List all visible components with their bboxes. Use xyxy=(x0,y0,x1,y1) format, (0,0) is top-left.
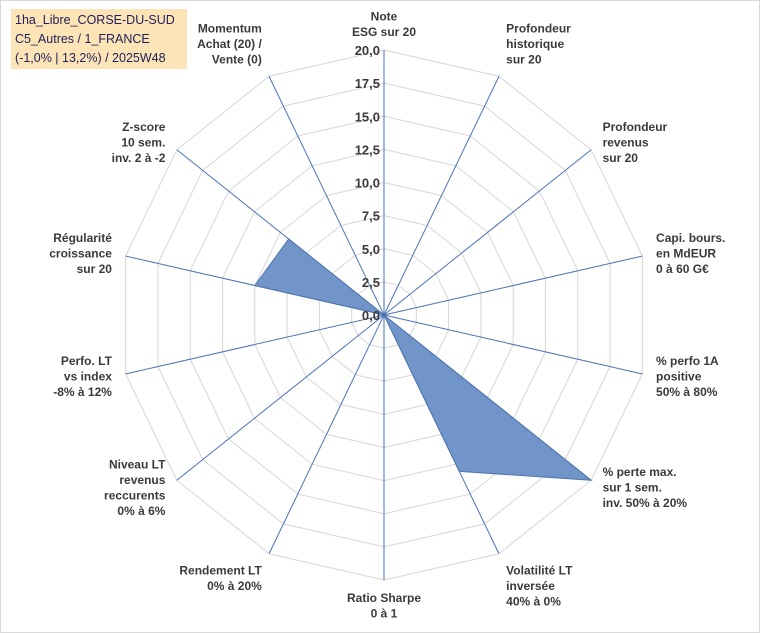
axis-label-line: historique xyxy=(506,37,564,51)
axis-label-line: Momentum xyxy=(198,21,262,35)
axis-label-line: % perte max. xyxy=(603,465,677,479)
tick-label: 10,0 xyxy=(355,176,380,191)
axis-label: Capi. bours. en MdEUR 0 à 60 G€ xyxy=(656,231,725,276)
axis-label-line: sur 20 xyxy=(603,151,639,165)
axis-label: % perfo 1A positive 50% à 80% xyxy=(656,354,719,399)
tick-label: 2,5 xyxy=(362,275,380,290)
axis-label-line: Rendement LT xyxy=(179,564,262,578)
tick-label: 12,5 xyxy=(355,142,380,157)
axis-label-line: 0 à 1 xyxy=(371,607,398,621)
axis-label-line: croissance xyxy=(49,246,112,260)
axis-spoke xyxy=(268,314,385,554)
title-line-1: 1ha_Libre_CORSE-DU-SUD xyxy=(15,13,175,27)
axis-label-line: 50% à 80% xyxy=(656,385,718,399)
title-line-3: (-1,0% | 13,2%) / 2025W48 xyxy=(15,51,166,65)
axis-spoke xyxy=(176,314,385,481)
axis-spoke xyxy=(383,149,592,316)
axis-label-line: Profondeur xyxy=(506,21,571,35)
axis-label-line: vs index xyxy=(64,370,112,384)
axis-label: Rendement LT 0% à 20% xyxy=(179,564,262,594)
axis-label-line: inv. 50% à 20% xyxy=(603,496,688,510)
axis-label-line: ESG sur 20 xyxy=(352,25,416,39)
axis-spoke xyxy=(383,314,643,375)
axis-label-line: revenus xyxy=(119,473,165,487)
axis-label: Niveau LT revenus reccurents 0% à 6% xyxy=(104,457,166,518)
axis-spoke xyxy=(125,314,385,375)
axis-spoke xyxy=(383,255,643,316)
tick-label: 20,0 xyxy=(355,43,380,58)
tick-labels: 0,0 2,5 5,0 7,5 10,0 12,5 15,0 17,5 20,0 xyxy=(355,43,380,323)
axis-label-line: Z-score xyxy=(122,120,166,134)
axis-label-line: Niveau LT xyxy=(109,457,166,471)
axis-label: % perte max. sur 1 sem. inv. 50% à 20% xyxy=(603,465,688,510)
axis-label-line: sur 20 xyxy=(506,52,542,66)
axis-label-line: sur 20 xyxy=(77,262,113,276)
axis-label-line: 40% à 0% xyxy=(506,595,561,609)
axis-label: Ratio Sharpe 0 à 1 xyxy=(347,591,421,621)
tick-label: 5,0 xyxy=(362,242,380,257)
tick-label: 0,0 xyxy=(362,308,380,323)
axis-label-line: 10 sem. xyxy=(121,135,165,149)
tick-label: 7,5 xyxy=(362,209,380,224)
axis-spoke xyxy=(268,76,385,316)
chart-title-box: 1ha_Libre_CORSE-DU-SUD C5_Autres / 1_FRA… xyxy=(11,9,187,69)
axis-label-line: Profondeur xyxy=(603,120,668,134)
axis-label: Perfo. LT vs index -8% à 12% xyxy=(53,354,112,399)
axis-label: Momentum Achat (20) / Vente (0) xyxy=(197,21,262,66)
axis-label: Note ESG sur 20 xyxy=(352,10,416,40)
axis-labels: Note ESG sur 20 Profondeur historique sur 20… xyxy=(49,10,725,621)
axis-label-line: positive xyxy=(656,370,702,384)
axis-label-line: inversée xyxy=(506,579,555,593)
tick-label: 15,0 xyxy=(355,109,380,124)
axis-label-line: 0% à 6% xyxy=(117,504,165,518)
radar-series xyxy=(253,238,593,481)
axis-label: Z-score 10 sem. inv. 2 à -2 xyxy=(112,120,166,165)
axis-label-line: -8% à 12% xyxy=(53,385,112,399)
axis-label: Volatilité LT inversée 40% à 0% xyxy=(506,564,573,609)
axis-label-line: Achat (20) / xyxy=(197,37,262,51)
title-line-2: C5_Autres / 1_FRANCE xyxy=(15,32,150,46)
axis-label: Profondeur historique sur 20 xyxy=(506,21,571,66)
axis-label-line: Ratio Sharpe xyxy=(347,591,421,605)
axis-label-line: Perfo. LT xyxy=(61,354,113,368)
axis-label-line: reccurents xyxy=(104,488,166,502)
axis-label-line: 0 à 60 G€ xyxy=(656,262,709,276)
axis-label-line: Volatilité LT xyxy=(506,564,573,578)
axis-label-line: % perfo 1A xyxy=(656,354,719,368)
axis-label-line: revenus xyxy=(603,135,649,149)
axis-label-line: en MdEUR xyxy=(656,246,716,260)
series-area xyxy=(253,238,593,481)
axis-spoke xyxy=(383,76,500,316)
axis-label-line: sur 1 sem. xyxy=(603,481,662,495)
axis-label-line: Vente (0) xyxy=(212,52,262,66)
axis-label-line: Régularité xyxy=(53,231,112,245)
axis-label: Régularité croissance sur 20 xyxy=(49,231,112,276)
axis-label-line: inv. 2 à -2 xyxy=(112,151,166,165)
axis-label-line: 0% à 20% xyxy=(207,579,262,593)
axis-label-line: Capi. bours. xyxy=(656,231,725,245)
axis-label: Profondeur revenus sur 20 xyxy=(603,120,668,165)
tick-label: 17,5 xyxy=(355,76,380,91)
axis-label-line: Note xyxy=(371,10,398,24)
